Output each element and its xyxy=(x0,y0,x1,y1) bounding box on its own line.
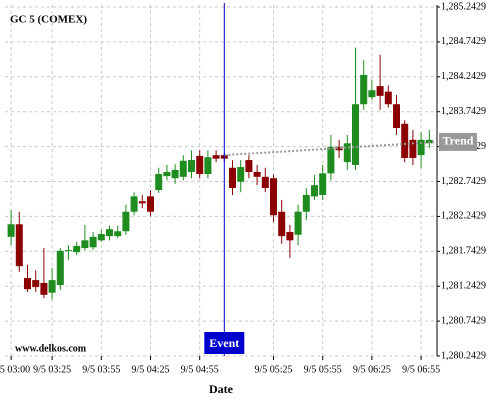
candle-body xyxy=(32,280,40,288)
x-tick-label: 9/5 05:25 xyxy=(254,364,292,375)
x-tick-label: 9/5 03:55 xyxy=(82,364,120,375)
candle-body xyxy=(40,282,48,295)
candle-body xyxy=(171,169,179,179)
candle-body xyxy=(97,234,105,241)
y-tick-label: 1,282.7429 xyxy=(441,176,486,187)
x-tick-label: 9/5 04:55 xyxy=(181,364,219,375)
candle-body xyxy=(294,211,302,235)
candle-body xyxy=(319,173,327,195)
y-tick-label: 1,284.7429 xyxy=(441,36,486,47)
candle-body xyxy=(155,174,163,191)
candle-body xyxy=(106,229,113,237)
candle-body xyxy=(261,176,269,188)
candle-body xyxy=(270,178,277,216)
candle-body xyxy=(384,91,392,105)
candle-body xyxy=(81,240,89,249)
candle-body xyxy=(302,194,310,212)
candle-body xyxy=(48,280,56,293)
watermark: www.delkos.com xyxy=(15,343,87,354)
candle-body xyxy=(138,201,146,204)
chart-title: GC 5 (COMEX) xyxy=(10,14,87,26)
candle-body xyxy=(179,160,187,177)
y-tick-label: 1,281.2429 xyxy=(441,280,486,291)
trend-line xyxy=(224,140,438,157)
x-axis-title: Date xyxy=(209,382,234,396)
candle-body xyxy=(343,143,351,163)
candle-body xyxy=(409,139,417,158)
candle-body xyxy=(237,167,245,182)
x-tick-label: 9/5 03:25 xyxy=(33,364,71,375)
y-tick-label: 1,282.2429 xyxy=(441,211,486,222)
candle-body xyxy=(122,211,130,232)
y-tick-label: 1,284.2429 xyxy=(441,71,486,82)
candle-body xyxy=(212,155,220,159)
x-tick-label: 9/5 06:25 xyxy=(353,364,391,375)
candle-body xyxy=(376,86,384,96)
y-tick-label: 1,285.2429 xyxy=(441,1,486,12)
x-tick-label: 9/5 05:55 xyxy=(304,364,342,375)
candle-body xyxy=(393,104,400,128)
candle-body xyxy=(15,224,23,267)
candle-body xyxy=(196,155,204,175)
candle-body xyxy=(278,211,286,237)
candle-body xyxy=(89,236,97,248)
trend-label-box xyxy=(439,132,477,151)
candle-body xyxy=(73,245,81,253)
event-label: Event xyxy=(209,336,239,350)
candle-body xyxy=(352,104,359,165)
candle-body xyxy=(368,90,376,98)
event-label-box xyxy=(204,332,245,354)
candle-body xyxy=(286,231,294,241)
trend-label: Trend xyxy=(443,134,474,148)
candle-body xyxy=(360,74,368,105)
candle-body xyxy=(65,250,72,252)
candle-body xyxy=(114,231,122,237)
candle-body xyxy=(188,160,195,172)
candle-body xyxy=(401,123,409,158)
y-tick-label: 1,280.7429 xyxy=(441,315,486,326)
x-tick-label: 9/5 06:55 xyxy=(402,364,440,375)
candle-body xyxy=(147,196,154,212)
candle-body xyxy=(311,185,318,197)
x-tick-label: 9/5 04:25 xyxy=(131,364,169,375)
y-tick-label: 1,283.7429 xyxy=(441,106,486,117)
y-tick-label: 1,281.7429 xyxy=(441,246,486,257)
candle-body xyxy=(245,160,253,172)
candle-body xyxy=(7,224,15,237)
candle-body xyxy=(204,157,212,175)
candle-body xyxy=(335,146,343,151)
candle-body xyxy=(24,278,31,290)
candle-body xyxy=(229,167,236,188)
candles xyxy=(7,47,433,300)
x-tick-label: 9/5 03:00 xyxy=(0,364,30,375)
candle-body xyxy=(56,250,64,286)
candle-body xyxy=(253,171,261,177)
candle-body xyxy=(163,171,171,177)
y-tick-label: 1,280.2429 xyxy=(441,350,486,361)
candle-body xyxy=(327,146,335,174)
candle-body xyxy=(417,139,425,156)
candle-body xyxy=(130,196,138,212)
